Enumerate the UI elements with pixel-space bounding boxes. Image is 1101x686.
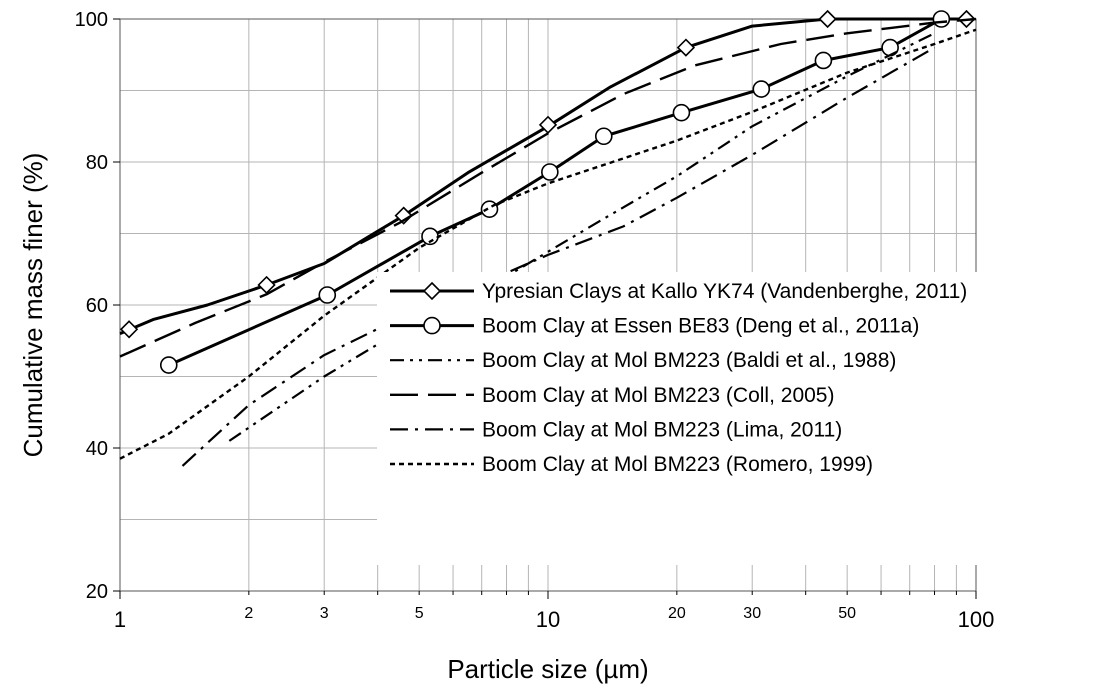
data-point xyxy=(932,10,951,28)
y-tick-label: 20 xyxy=(86,581,108,603)
series-line xyxy=(119,17,977,358)
legend-label: Boom Clay at Mol BM223 (Lima, 2011) xyxy=(482,418,842,441)
series-0 xyxy=(119,9,976,339)
x-tick-label-minor: 30 xyxy=(743,605,761,622)
data-point xyxy=(541,163,559,181)
y-tick-label: 60 xyxy=(86,295,108,317)
data-point xyxy=(318,286,337,304)
series-5 xyxy=(119,28,977,460)
y-tick-label: 80 xyxy=(86,152,108,174)
y-axis-title: Cumulative mass finer (%) xyxy=(18,153,48,458)
series-layer xyxy=(119,9,977,467)
x-tick-label-minor: 3 xyxy=(320,605,329,622)
legend-marker xyxy=(422,281,442,301)
x-tick-label-minor: 50 xyxy=(838,605,856,622)
series-3 xyxy=(119,17,977,358)
data-point xyxy=(676,38,696,57)
data-point xyxy=(159,356,178,374)
data-point xyxy=(818,9,837,29)
y-tick-label: 40 xyxy=(86,438,108,460)
data-point xyxy=(394,206,413,225)
series-line xyxy=(119,28,977,460)
data-point xyxy=(594,127,613,146)
data-point xyxy=(672,103,691,122)
legend-entry: Boom Clay at Mol BM223 (Coll, 2005) xyxy=(390,384,834,407)
series-line xyxy=(119,17,967,335)
legend-entry: Boom Clay at Mol BM223 (Baldi et al., 19… xyxy=(390,349,896,372)
series-line xyxy=(228,32,935,442)
series-2 xyxy=(228,32,935,442)
x-tick-label: 1 xyxy=(114,607,126,632)
data-point xyxy=(814,51,833,70)
legend: Ypresian Clays at Kallo YK74 (Vandenberg… xyxy=(377,272,977,565)
series-4 xyxy=(181,46,936,467)
series-1 xyxy=(159,10,951,374)
legend-marker xyxy=(423,316,441,335)
legend-label: Boom Clay at Essen BE83 (Deng et al., 20… xyxy=(482,315,919,338)
legend-label: Boom Clay at Mol BM223 (Baldi et al., 19… xyxy=(482,349,896,372)
x-tick-label: 100 xyxy=(958,607,995,632)
data-point xyxy=(752,80,771,98)
x-tick-label-minor: 20 xyxy=(668,605,686,622)
legend-entry: Boom Clay at Mol BM223 (Romero, 1999) xyxy=(390,453,873,476)
legend-background xyxy=(377,272,977,565)
legend-entry: Boom Clay at Essen BE83 (Deng et al., 20… xyxy=(390,315,919,338)
y-tick-label: 100 xyxy=(75,9,108,31)
x-tick-label: 10 xyxy=(536,607,560,632)
x-tick-label-minor: 5 xyxy=(415,605,424,622)
legend-label: Boom Clay at Mol BM223 (Romero, 1999) xyxy=(482,453,873,476)
legend-entry: Ypresian Clays at Kallo YK74 (Vandenberg… xyxy=(390,280,967,303)
x-tick-label-minor: 2 xyxy=(244,605,253,622)
legend-entry: Boom Clay at Mol BM223 (Lima, 2011) xyxy=(390,418,842,441)
legend-label: Ypresian Clays at Kallo YK74 (Vandenberg… xyxy=(482,280,967,303)
x-axis-title: Particle size (µm) xyxy=(447,654,648,684)
data-point xyxy=(119,320,139,339)
series-line xyxy=(181,46,936,467)
legend-label: Boom Clay at Mol BM223 (Coll, 2005) xyxy=(482,384,834,407)
